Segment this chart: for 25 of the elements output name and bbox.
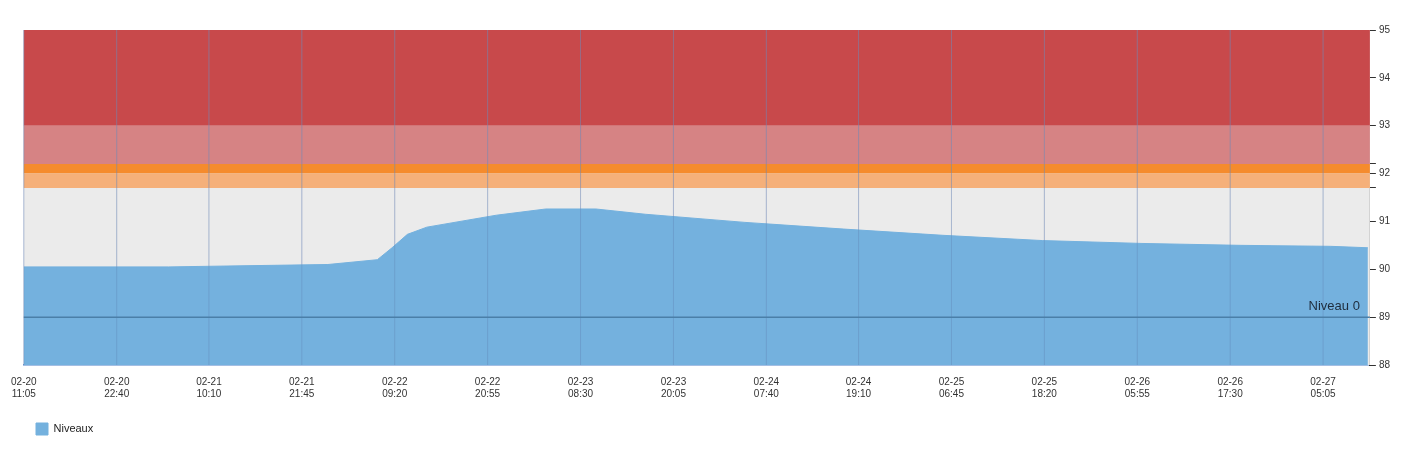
y-tick-label: 95: [1378, 23, 1391, 35]
x-tick-label: 02-22 20:55: [474, 375, 501, 399]
y-tick-label: 92: [1378, 167, 1391, 179]
y-tick-label: 88: [1378, 358, 1391, 370]
x-tick-label: 02-24 19:10: [845, 375, 872, 399]
y-tick-label: 91: [1378, 215, 1391, 227]
x-tick-label: 02-20 11:05: [11, 375, 38, 399]
x-tick-label: 02-21 21:45: [289, 375, 316, 399]
y-tick-label: 89: [1378, 310, 1391, 322]
y-tick-label: 90: [1378, 263, 1391, 275]
x-tick-label: 02-23 08:30: [567, 375, 594, 399]
x-tick-label: 02-27 05:05: [1310, 375, 1337, 399]
y-tick-label: 94: [1378, 71, 1391, 83]
x-tick-label: 02-25 06:45: [938, 375, 965, 399]
ref-line-label: Niveau 0: [1308, 298, 1360, 314]
x-tick-label: 02-25 18:20: [1031, 375, 1058, 399]
x-tick-label: 02-23 20:05: [660, 375, 687, 399]
y-tick-label: 93: [1378, 119, 1391, 131]
legend-label: Niveaux: [53, 422, 94, 435]
x-tick-label: 02-26 17:30: [1217, 375, 1244, 399]
x-tick-label: 02-26 05:55: [1124, 375, 1151, 399]
x-tick-label: 02-20 22:40: [103, 375, 130, 399]
x-tick-label: 02-22 09:20: [381, 375, 408, 399]
x-tick-label: 02-24 07:40: [753, 375, 780, 399]
x-tick-label: 02-21 10:10: [196, 375, 223, 399]
